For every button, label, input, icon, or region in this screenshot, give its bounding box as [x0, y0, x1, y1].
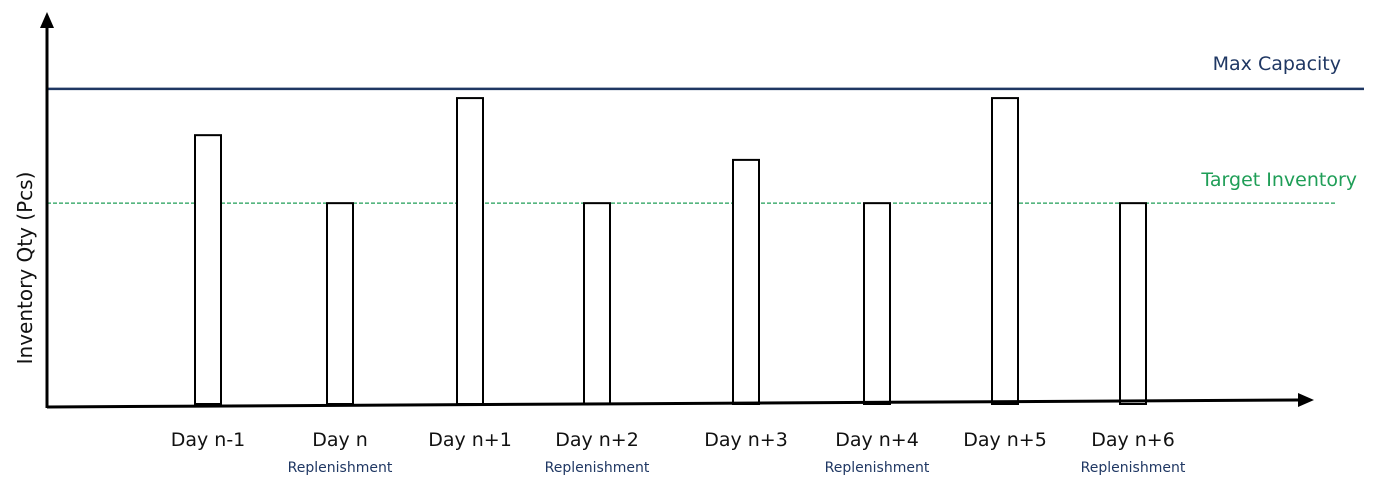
- reference-line-label-2: Target Inventory: [1200, 169, 1357, 191]
- x-axis-arrow: [1298, 393, 1314, 407]
- category-label-6: Day n+4: [835, 429, 919, 451]
- category-sublabel-4: Replenishment: [545, 460, 650, 476]
- category-label-7: Day n+5: [963, 429, 1047, 451]
- category-sublabel-6: Replenishment: [825, 460, 930, 476]
- category-label-1: Day n-1: [171, 429, 246, 451]
- category-labels-group: Day n-1 Day n Replenishment Day n+1 Day n+2 R…: [171, 429, 1186, 476]
- y-axis-arrow: [40, 12, 54, 28]
- axes-group: [40, 12, 1314, 409]
- bar-4: [583, 202, 611, 405]
- bar-5: [732, 158, 760, 405]
- reference-lines-group: Max Capacity Target Inventory: [47, 53, 1364, 204]
- reference-line-label-1: Max Capacity: [1213, 53, 1341, 75]
- y-axis-label: Inventory Qty (Pcs): [13, 172, 37, 365]
- category-sublabel-8: Replenishment: [1081, 460, 1186, 476]
- bar-6: [863, 202, 891, 405]
- category-label-5: Day n+3: [704, 429, 788, 451]
- x-axis: [46, 398, 1299, 409]
- category-label-2: Day n: [312, 429, 368, 451]
- category-label-8: Day n+6: [1091, 429, 1175, 451]
- bar-3: [456, 97, 484, 405]
- bars-group: [194, 97, 1147, 405]
- bar-1: [194, 134, 222, 405]
- category-label-4: Day n+2: [555, 429, 639, 451]
- category-label-3: Day n+1: [428, 429, 512, 451]
- bar-8: [1119, 202, 1147, 405]
- bar-2: [326, 202, 354, 405]
- category-sublabel-2: Replenishment: [288, 460, 393, 476]
- bar-7: [991, 97, 1019, 405]
